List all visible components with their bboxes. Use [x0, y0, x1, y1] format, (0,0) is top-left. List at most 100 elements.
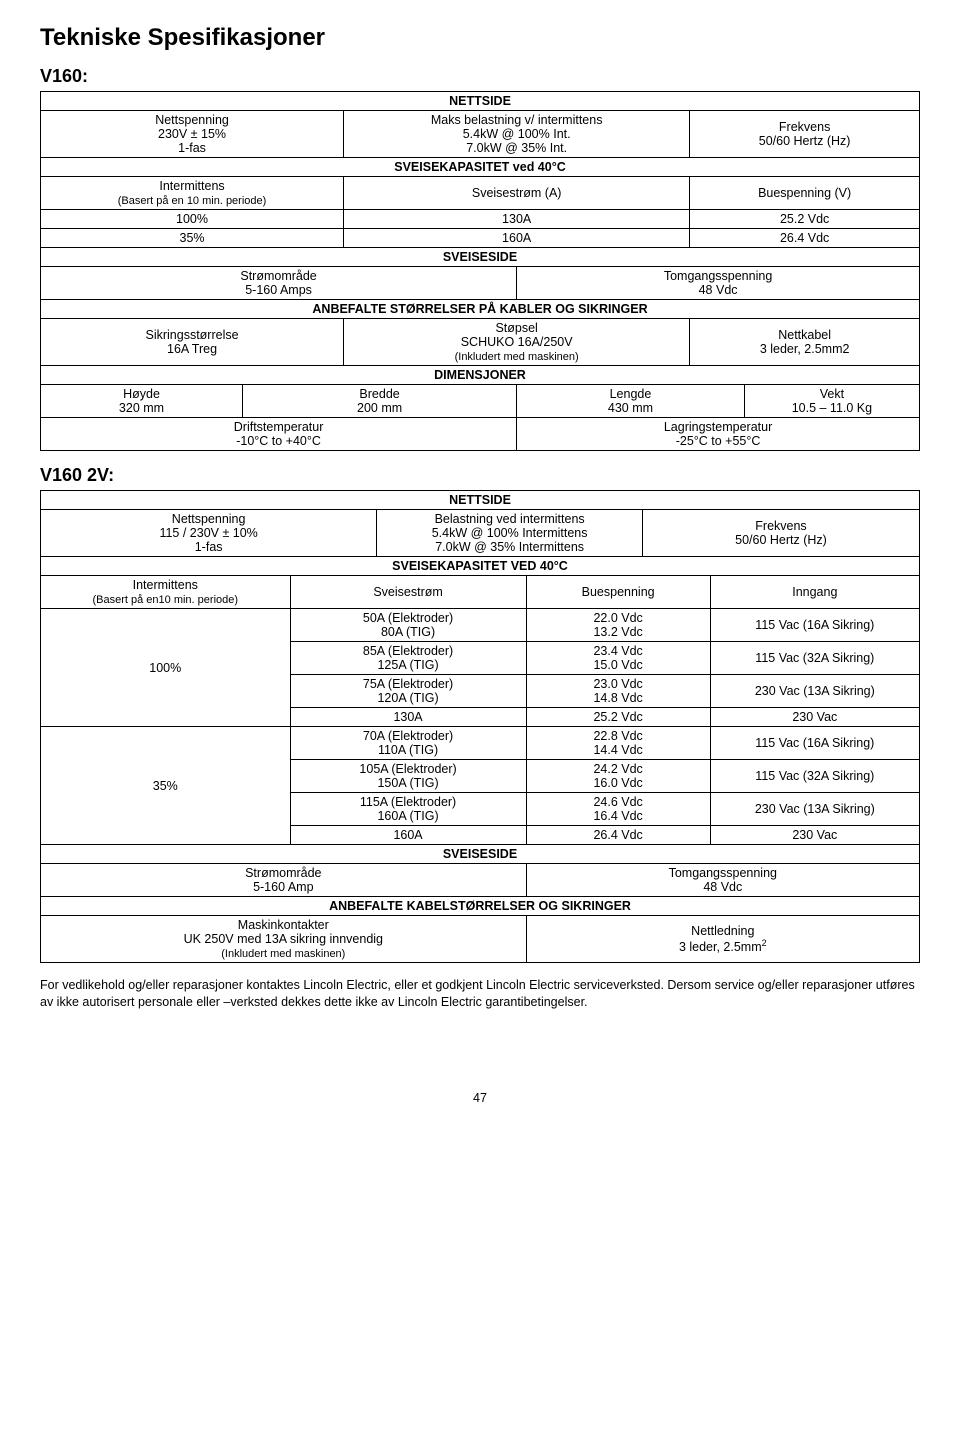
row-35a: 160A	[344, 229, 690, 248]
anbefalte-header-2: ANBEFALTE KABELSTØRRELSER OG SIKRINGER	[41, 897, 920, 916]
tomgang-2: Tomgangsspenning 48 Vdc	[526, 864, 919, 897]
value: 7.0kW @ 35% Int.	[466, 141, 567, 155]
v: 24.6 Vdc	[593, 795, 642, 809]
table-cell: 23.4 Vdc15.0 Vdc	[526, 642, 710, 675]
label: Støpsel	[495, 321, 537, 335]
table-cell: 23.0 Vdc14.8 Vdc	[526, 675, 710, 708]
table-cell: 26.4 Vdc	[526, 826, 710, 845]
v: 14.8 Vdc	[593, 691, 642, 705]
stromomrade-2: Strømområde 5-160 Amp	[41, 864, 527, 897]
table-cell: 50A (Elektroder)80A (TIG)	[290, 609, 526, 642]
stopsel: Støpsel SCHUKO 16A/250V (Inkludert med m…	[344, 319, 690, 366]
row-100a: 130A	[344, 210, 690, 229]
table-cell: 130A	[290, 708, 526, 727]
v: 15.0 Vdc	[593, 658, 642, 672]
page-number: 47	[40, 1091, 920, 1105]
label: Bredde	[359, 387, 399, 401]
value: 16A Treg	[167, 342, 217, 356]
v: 22.8 Vdc	[593, 729, 642, 743]
table-cell: 115 Vac (16A Sikring)	[710, 609, 919, 642]
value: 3 leder, 2.5mm	[679, 940, 762, 954]
dimensjoner-header: DIMENSJONER	[41, 366, 920, 385]
table-cell: 85A (Elektroder)125A (TIG)	[290, 642, 526, 675]
intermittens-hdr-2: Intermittens (Basert på en10 min. period…	[41, 576, 291, 609]
footer-paragraph: For vedlikehold og/eller reparasjoner ko…	[40, 977, 920, 1011]
value: 115 / 230V ± 10%	[159, 526, 257, 540]
label: Sikringsstørrelse	[145, 328, 238, 342]
lengde: Lengde 430 mm	[517, 385, 745, 418]
v: 23.0 Vdc	[593, 677, 642, 691]
row-100v: 25.2 Vdc	[690, 210, 920, 229]
lagringstemp: Lagringstemperatur -25°C to +55°C	[517, 418, 920, 451]
label: Nettkabel	[778, 328, 831, 342]
label: Tomgangsspenning	[664, 269, 772, 283]
sub: (Inkludert med maskinen)	[455, 351, 579, 363]
v: 85A (Elektroder)	[363, 644, 453, 658]
v: 13.2 Vdc	[593, 625, 642, 639]
belastning-2: Belastning ved intermittens 5.4kW @ 100%…	[377, 510, 643, 557]
table-cell: 230 Vac	[710, 826, 919, 845]
table-cell: 22.8 Vdc14.4 Vdc	[526, 727, 710, 760]
value: 5.4kW @ 100% Int.	[463, 127, 571, 141]
nettspenning-2: Nettspenning 115 / 230V ± 10% 1-fas	[41, 510, 377, 557]
value: 1-fas	[178, 141, 206, 155]
intermittens-label: Intermittens (Basert på en 10 min. perio…	[41, 177, 344, 210]
value: 48 Vdc	[699, 283, 738, 297]
value: 5-160 Amps	[245, 283, 312, 297]
label: Lengde	[610, 387, 652, 401]
label: Lagringstemperatur	[664, 420, 772, 434]
v: 23.4 Vdc	[593, 644, 642, 658]
buespenning-header: Buespenning (V)	[690, 177, 920, 210]
table-cell: 115 Vac (16A Sikring)	[710, 727, 919, 760]
v160-2v-table: NETTSIDE Nettspenning 115 / 230V ± 10% 1…	[40, 490, 920, 963]
sikring: Sikringsstørrelse 16A Treg	[41, 319, 344, 366]
pct100-cell: 100%	[41, 609, 291, 727]
section-v160-heading: V160:	[40, 66, 920, 87]
label: Frekvens	[755, 519, 806, 533]
sub: (Inkludert med maskinen)	[221, 948, 345, 960]
v: 120A (TIG)	[377, 691, 438, 705]
v: 115A (Elektroder)	[360, 795, 456, 809]
nettspenning-cell: Nettspenning 230V ± 15% 1-fas	[41, 111, 344, 158]
sub: (Basert på en10 min. periode)	[93, 594, 239, 606]
row-35v: 26.4 Vdc	[690, 229, 920, 248]
label: Belastning ved intermittens	[435, 512, 585, 526]
frekvens-cell: Frekvens 50/60 Hertz (Hz)	[690, 111, 920, 158]
tomgang: Tomgangsspenning 48 Vdc	[517, 267, 920, 300]
v: 80A (TIG)	[381, 625, 435, 639]
page-title: Tekniske Spesifikasjoner	[40, 24, 920, 52]
label: Tomgangsspenning	[669, 866, 777, 880]
v: 125A (TIG)	[377, 658, 438, 672]
table-cell: 115A (Elektroder)160A (TIG)	[290, 793, 526, 826]
value: 430 mm	[608, 401, 653, 415]
table-cell: 230 Vac (13A Sikring)	[710, 793, 919, 826]
label: Strømområde	[240, 269, 316, 283]
v160-table: NETTSIDE Nettspenning 230V ± 15% 1-fas M…	[40, 91, 920, 451]
v: 105A (Elektroder)	[359, 762, 456, 776]
row-100pct: 100%	[41, 210, 344, 229]
nettside-header-2: NETTSIDE	[41, 491, 920, 510]
table-cell: 75A (Elektroder)120A (TIG)	[290, 675, 526, 708]
label: Høyde	[123, 387, 160, 401]
value: 5-160 Amp	[253, 880, 313, 894]
value: 230V ± 15%	[158, 127, 226, 141]
table-cell: 105A (Elektroder)150A (TIG)	[290, 760, 526, 793]
sveisestrom-hdr-2: Sveisestrøm	[290, 576, 526, 609]
value: -10°C to +40°C	[236, 434, 321, 448]
v: 16.0 Vdc	[593, 776, 642, 790]
label: Nettspenning	[155, 113, 229, 127]
label: Maskinkontakter	[238, 918, 329, 932]
table-cell: 70A (Elektroder)110A (TIG)	[290, 727, 526, 760]
nettside-header: NETTSIDE	[41, 92, 920, 111]
value: 10.5 – 11.0 Kg	[792, 401, 872, 415]
anbefalte-header: ANBEFALTE STØRRELSER PÅ KABLER OG SIKRIN…	[41, 300, 920, 319]
sveiseside-header: SVEISESIDE	[41, 248, 920, 267]
value: 50/60 Hertz (Hz)	[759, 134, 851, 148]
section-v160-2v-heading: V160 2V:	[40, 465, 920, 486]
table-cell: 24.6 Vdc16.4 Vdc	[526, 793, 710, 826]
v: 22.0 Vdc	[593, 611, 642, 625]
value: 3 leder, 2.5mm2	[760, 342, 850, 356]
v: 50A (Elektroder)	[363, 611, 453, 625]
value: 50/60 Hertz (Hz)	[735, 533, 827, 547]
value: 5.4kW @ 100% Intermittens	[432, 526, 588, 540]
